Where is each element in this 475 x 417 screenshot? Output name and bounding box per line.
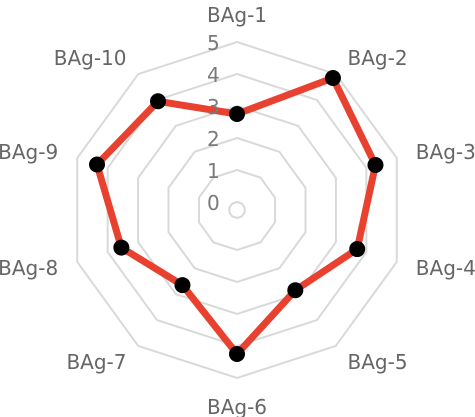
tick-label-0: 0 bbox=[207, 191, 220, 215]
tick-label-2: 2 bbox=[207, 127, 220, 151]
data-point-bag-8 bbox=[113, 239, 130, 256]
grid-ring-1 bbox=[197, 168, 277, 252]
data-point-bag-3 bbox=[367, 157, 384, 174]
data-point-bag-6 bbox=[229, 346, 245, 362]
grid-ring-0 bbox=[228, 200, 246, 220]
tick-label-4: 4 bbox=[207, 63, 220, 87]
category-label-bag-3: BAg-3 bbox=[416, 140, 475, 164]
category-label-bag-2: BAg-2 bbox=[348, 46, 408, 70]
tick-label-5: 5 bbox=[207, 31, 220, 55]
data-point-bag-9 bbox=[89, 156, 105, 173]
grid-ring-5 bbox=[76, 40, 398, 380]
data-point-bag-2 bbox=[324, 69, 341, 86]
category-label-bag-10: BAg-10 bbox=[54, 46, 127, 70]
category-label-bag-4: BAg-4 bbox=[416, 256, 475, 280]
category-label-bag-1: BAg-1 bbox=[207, 3, 267, 27]
tick-layer: 0 1 2 3 4 5 bbox=[207, 31, 220, 215]
tick-label-3: 3 bbox=[207, 95, 220, 119]
data-point-bag-7 bbox=[174, 277, 191, 294]
series-layer bbox=[89, 69, 384, 362]
tick-label-1: 1 bbox=[207, 159, 220, 183]
grid-ring-2 bbox=[167, 136, 307, 284]
data-point-bag-10 bbox=[150, 93, 166, 110]
category-label-bag-5: BAg-5 bbox=[348, 350, 408, 374]
grid-ring-3 bbox=[137, 104, 337, 316]
data-point-bag-5 bbox=[287, 282, 304, 299]
category-label-bag-8: BAg-8 bbox=[0, 256, 58, 280]
data-point-bag-4 bbox=[349, 241, 366, 258]
category-label-layer: BAg-1 BAg-2 BAg-3 BAg-4 BAg-5 BAg-6 BAg-7 BAg-8… bbox=[0, 3, 475, 417]
data-point-bag-1 bbox=[229, 106, 245, 122]
category-label-bag-7: BAg-7 bbox=[66, 350, 126, 374]
grid-layer bbox=[76, 40, 398, 380]
category-label-bag-9: BAg-9 bbox=[0, 140, 58, 164]
category-label-bag-6: BAg-6 bbox=[207, 395, 267, 417]
